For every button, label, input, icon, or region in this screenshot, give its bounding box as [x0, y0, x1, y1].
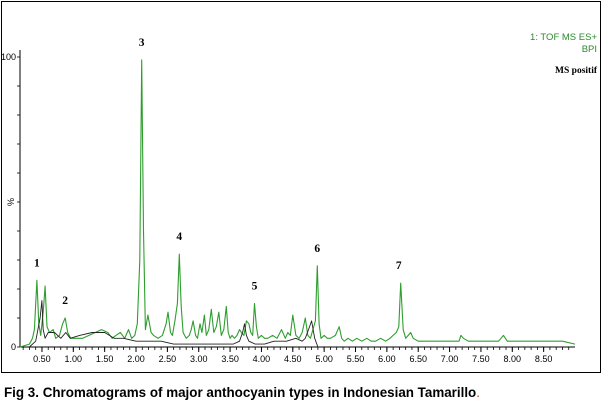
- x-tick-label: 1.50: [96, 354, 114, 364]
- x-tick-label: 4.50: [284, 354, 302, 364]
- caption-text: Fig 3. Chromatograms of major anthocyani…: [4, 385, 477, 400]
- figure-caption: Fig 3. Chromatograms of major anthocyani…: [4, 385, 480, 400]
- x-tick-label: 6.00: [378, 354, 396, 364]
- axes: 0.50 1.00 1.50 2.00 2.50 3.00 3.50 4.00 4.50 5.00…: [2, 50, 575, 364]
- peak-label-5: 5: [252, 281, 258, 293]
- chromatogram-chart: 0.50 1.00 1.50 2.00 2.50 3.00 3.50 4.00 4.50 5.00…: [2, 32, 598, 364]
- peak-label-3: 3: [139, 37, 145, 49]
- x-tick-label: 7.00: [441, 354, 459, 364]
- peak-label-4: 4: [176, 231, 182, 243]
- caption-period: .: [476, 385, 480, 400]
- series-line-1: [19, 59, 576, 348]
- series-layer: [19, 59, 576, 348]
- chart-frame: 0.50 1.00 1.50 2.00 2.50 3.00 3.50 4.00 4.50 5.00…: [1, 1, 601, 373]
- x-tick-label: 3.00: [190, 354, 208, 364]
- peak-label-1: 1: [34, 257, 40, 269]
- detector-label-line1: 1: TOF MS ES+: [530, 32, 597, 43]
- x-tick-label: 2.00: [127, 354, 145, 364]
- ms-mode-label: MS positif: [555, 66, 598, 76]
- peak-label-7: 7: [396, 260, 402, 272]
- x-tick-label: 4.00: [253, 354, 271, 364]
- peak-label-2: 2: [62, 295, 68, 307]
- y-tick-label-min: 0: [11, 342, 16, 352]
- x-tick-label: 8.00: [504, 354, 522, 364]
- series-line-2: [29, 300, 319, 348]
- x-tick-label: 8.50: [535, 354, 553, 364]
- peak-label-6: 6: [314, 243, 320, 255]
- x-tick-label: 0.50: [33, 354, 51, 364]
- y-axis-label: %: [6, 198, 16, 206]
- detector-label-line2: BPI: [582, 44, 597, 55]
- x-tick-label: 2.50: [159, 354, 177, 364]
- x-tick-label: 7.50: [472, 354, 490, 364]
- y-tick-label-max: 100: [2, 52, 16, 62]
- x-tick-label: 5.00: [315, 354, 333, 364]
- peak-labels-layer: 1 2 3 4 5 6 7: [34, 37, 402, 307]
- x-tick-label: 6.50: [409, 354, 427, 364]
- x-tick-label: 1.00: [65, 354, 83, 364]
- x-tick-label: 3.50: [221, 354, 239, 364]
- x-tick-label: 5.50: [347, 354, 365, 364]
